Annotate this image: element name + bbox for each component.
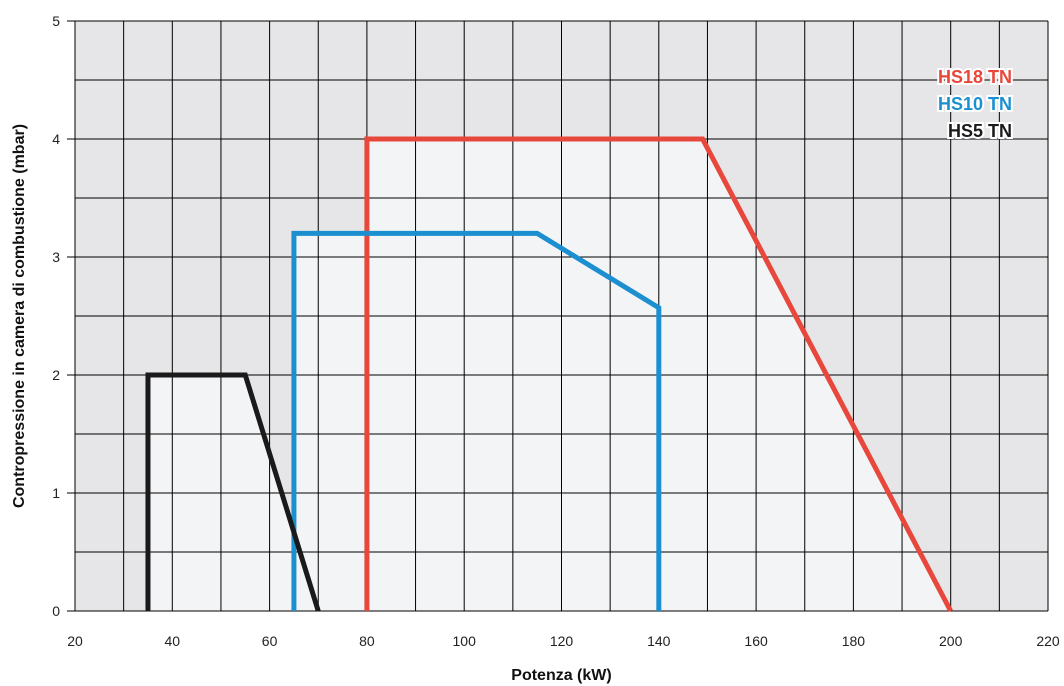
series-line-1: [291, 230, 662, 611]
y-tick-label: 0: [52, 603, 60, 619]
y-tick-label: 2: [52, 367, 60, 383]
x-axis-title: Potenza (kW): [511, 667, 611, 684]
x-tick-label: 200: [939, 633, 963, 649]
y-tick-label: 1: [52, 485, 60, 501]
x-tick-label: 60: [262, 633, 278, 649]
x-tick-label: 80: [359, 633, 375, 649]
x-tick-label: 40: [165, 633, 181, 649]
x-tick-label: 180: [842, 633, 866, 649]
x-tick-label: 100: [453, 633, 477, 649]
y-tick-label: 5: [52, 13, 60, 29]
y-tick-label: 3: [52, 249, 60, 265]
y-axis-title: Contropressione in camera di combustione…: [11, 124, 28, 508]
y-tick-label: 4: [52, 131, 60, 147]
x-tick-label: 20: [67, 633, 83, 649]
region-fill-1: [293, 233, 659, 611]
legend-label-0: HS18 TN: [938, 67, 1012, 87]
legend-label-1: HS10 TN: [938, 94, 1012, 114]
series-line-0: [364, 136, 953, 613]
series-line-2: [145, 372, 321, 612]
x-tick-label: 220: [1036, 633, 1060, 649]
x-tick-label: 160: [744, 633, 768, 649]
legend-label-2: HS5 TN: [948, 121, 1012, 141]
x-tick-label: 120: [550, 633, 574, 649]
x-tick-label: 140: [647, 633, 671, 649]
